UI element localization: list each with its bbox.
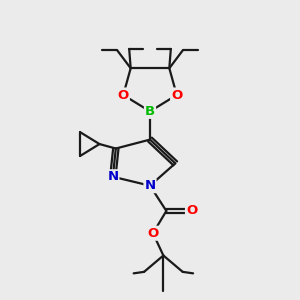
Text: O: O: [118, 88, 129, 101]
Text: N: N: [107, 170, 118, 183]
Text: O: O: [186, 204, 197, 218]
Text: N: N: [144, 179, 156, 192]
Text: B: B: [145, 105, 155, 118]
Text: O: O: [147, 227, 159, 240]
Text: O: O: [171, 88, 182, 101]
